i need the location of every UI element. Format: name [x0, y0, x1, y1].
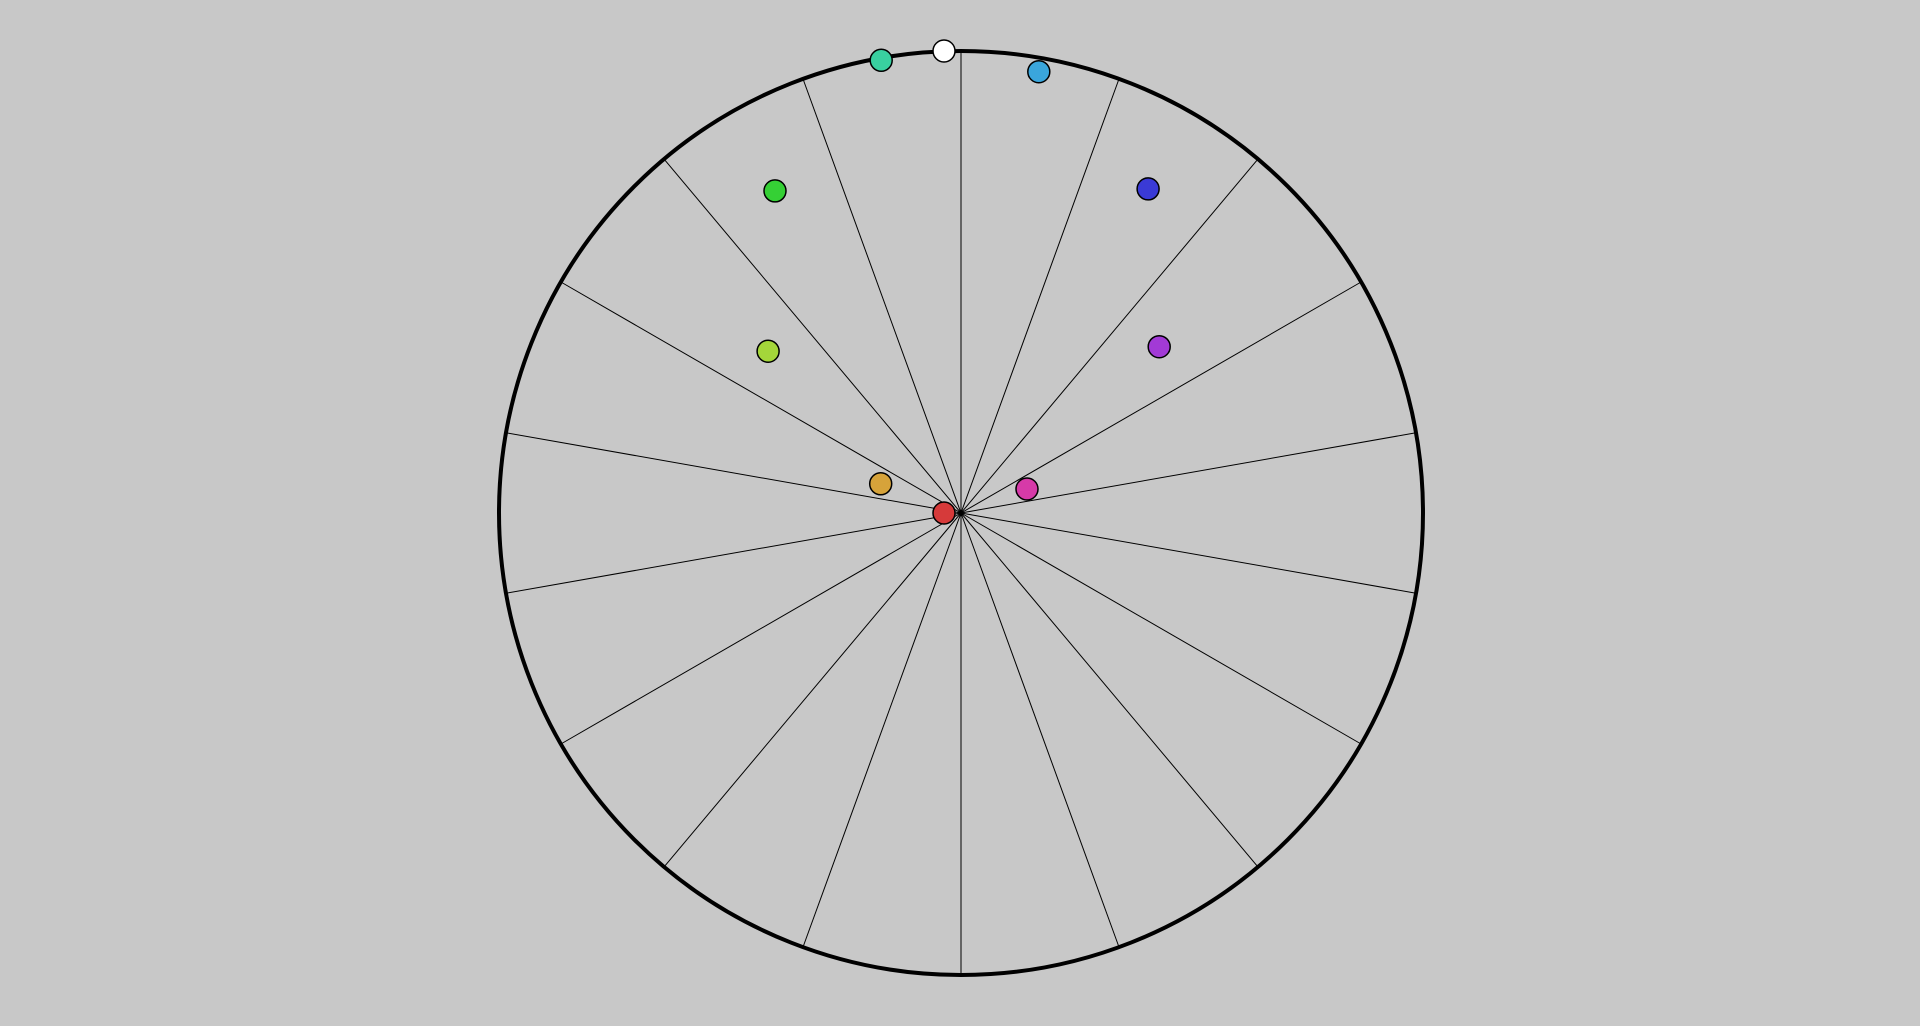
red-dot[interactable]: [933, 502, 955, 524]
magenta-dot[interactable]: [1016, 478, 1038, 500]
teal-dot[interactable]: [870, 49, 892, 71]
sky-blue-dot[interactable]: [1028, 61, 1050, 83]
violet-dot[interactable]: [1148, 336, 1170, 358]
blue-dot[interactable]: [1137, 178, 1159, 200]
white-dot[interactable]: [933, 40, 955, 62]
green-dot[interactable]: [764, 180, 786, 202]
orange-dot[interactable]: [870, 473, 892, 495]
yellow-green-dot[interactable]: [757, 340, 779, 362]
